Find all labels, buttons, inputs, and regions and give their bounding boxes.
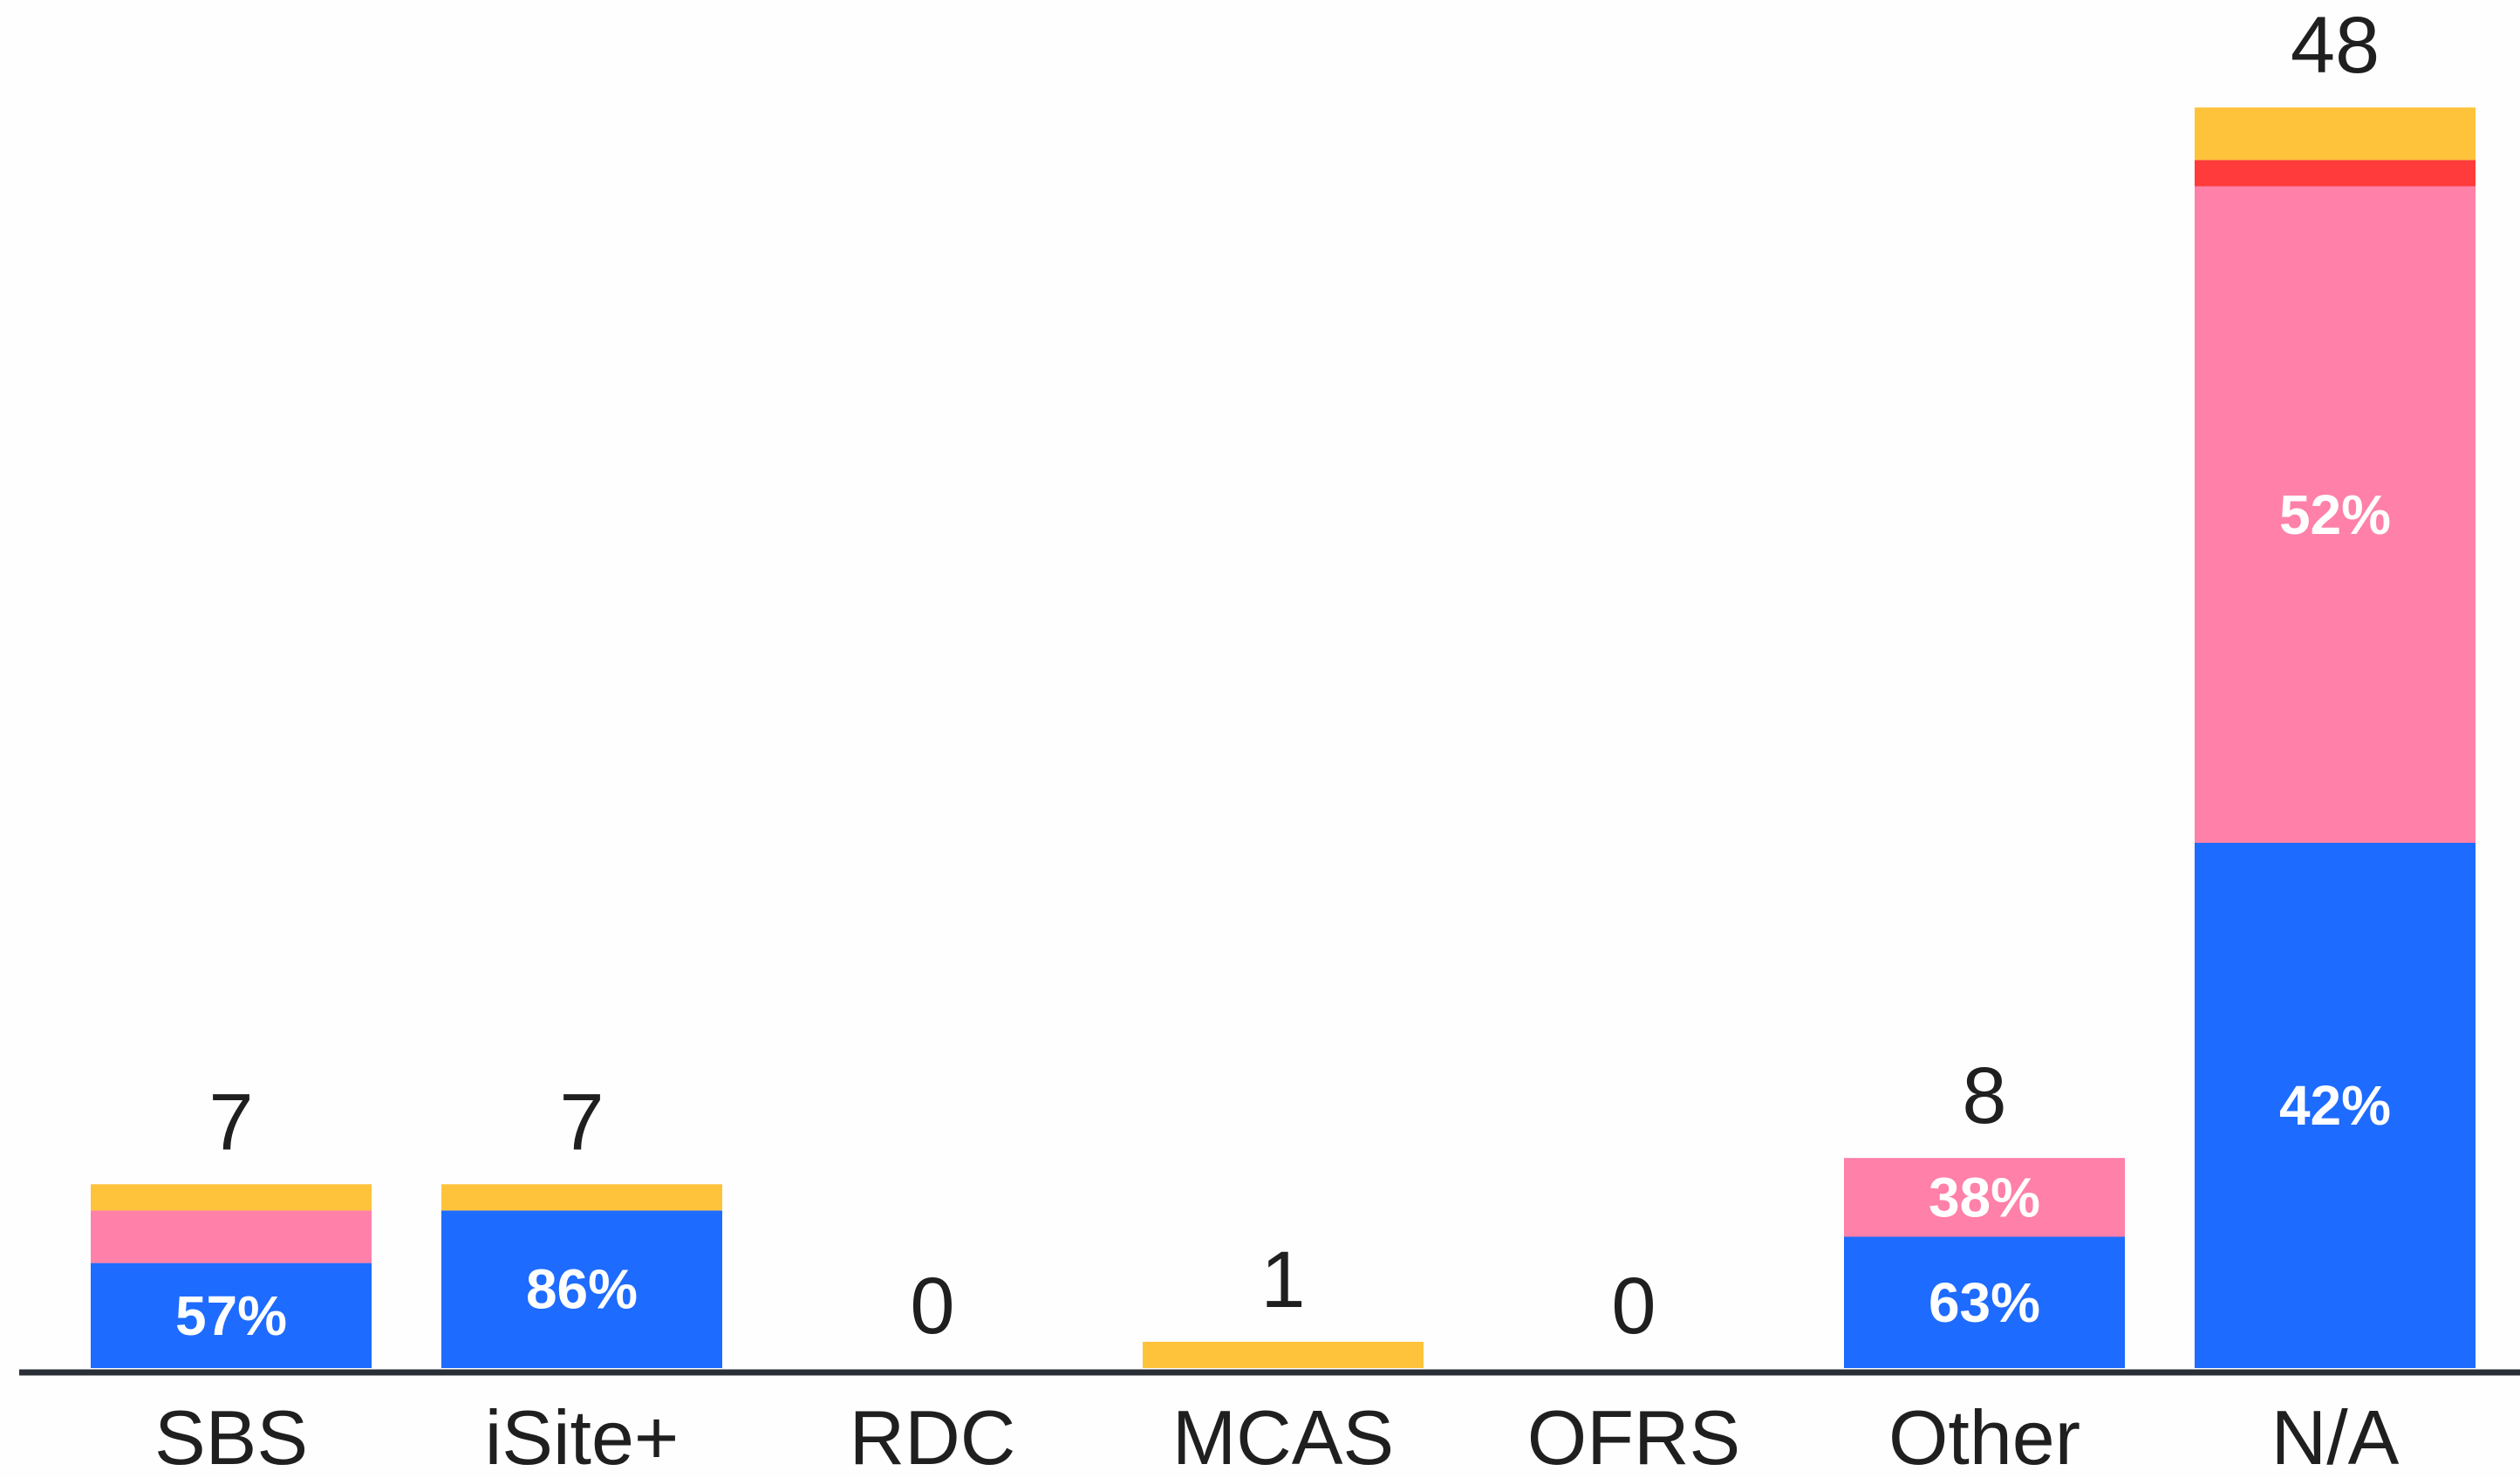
bar-segment-sbs-s2 [91, 1210, 372, 1263]
bar-segment-isite-s4 [441, 1184, 722, 1211]
x-tick-label: SBS [154, 1394, 308, 1478]
bar-segment-sbs-s1 [91, 1262, 372, 1368]
bar-segment-n-a-s3 [2195, 160, 2476, 187]
x-tick-label: iSite+ [485, 1394, 680, 1478]
bar-segment-other-s2 [1844, 1158, 2125, 1237]
bars-layer [91, 107, 2476, 1368]
x-tick-label: OFRS [1527, 1394, 1740, 1478]
segment-percent-label: 42% [2279, 1074, 2391, 1137]
bar-segment-n-a-s2 [2195, 186, 2476, 843]
bar-segment-other-s1 [1844, 1236, 2125, 1368]
bar-total-label: 0 [910, 1262, 954, 1351]
segment-percent-label: 52% [2279, 483, 2391, 546]
bar-total-label: 0 [1611, 1262, 1656, 1351]
bar-segment-n-a-s4 [2195, 107, 2476, 161]
bar-total-label: 7 [208, 1078, 253, 1167]
bar-segment-sbs-s4 [91, 1184, 372, 1211]
bar-segment-mcas-s4 [1143, 1341, 1424, 1368]
bar-total-label: 8 [1962, 1051, 2006, 1140]
x-tick-label: RDC [850, 1394, 1016, 1478]
bar-total-label: 7 [559, 1078, 604, 1167]
bar-total-label: 48 [2291, 1, 2380, 90]
bar-segment-n-a-s1 [2195, 843, 2476, 1368]
segment-percent-label: 38% [1929, 1166, 2040, 1228]
x-tick-label: Other [1888, 1394, 2080, 1478]
labels-layer: 57% 7 SBS 86% 7 iSite+ 0 RDC 1 MCAS 0 OFRS 63% 38% 8 Ot… [154, 1, 2400, 1478]
x-tick-label: N/A [2271, 1394, 2400, 1478]
segment-percent-label: 57% [175, 1284, 287, 1347]
bar-total-label: 1 [1260, 1235, 1305, 1324]
x-tick-label: MCAS [1172, 1394, 1394, 1478]
bar-segment-isite-s1 [441, 1210, 722, 1368]
segment-percent-label: 86% [526, 1258, 638, 1321]
segment-percent-label: 63% [1929, 1271, 2040, 1334]
